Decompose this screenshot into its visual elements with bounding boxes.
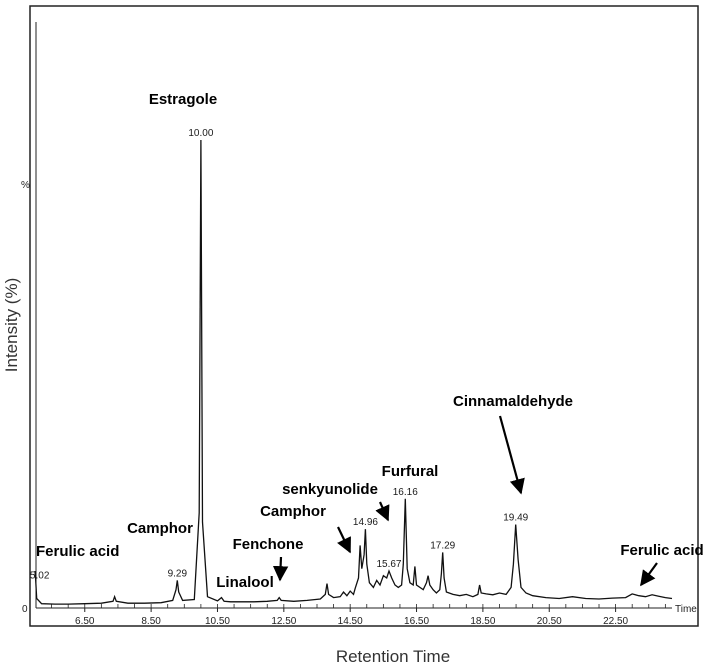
x-tick-label: 12.50 [271,616,296,627]
x-tick-label: 22.50 [603,616,628,627]
x-tick-label: 14.50 [338,616,363,627]
compound-label: Estragole [149,91,217,108]
annotation-arrow [640,562,658,587]
peak-label: 9.29 [168,568,188,579]
peak-label: 5.02 [30,570,50,581]
y-percent-marker: % [21,180,30,191]
peak-labels: 5.02 9.29 10.00 14.96 15.67 16.16 17.29 19.49 [30,128,529,581]
peak-label: 15.67 [376,559,401,570]
x-ticks: 6.50 8.50 10.50 12.50 14.50 16.50 18.50 20.50 22… [51,604,666,627]
peak-label: 10.00 [188,128,213,139]
peak-label: 17.29 [430,540,455,551]
plot-frame [29,5,699,627]
x-tick-label: 6.50 [75,616,95,627]
compound-label: Fenchone [233,536,304,553]
series-line-chromatogram [34,139,673,605]
peak-label: 19.49 [503,512,528,523]
peak-label: 16.16 [393,487,418,498]
x-axis-label: Retention Time [336,647,450,665]
compound-label: Camphor [260,503,326,520]
compound-label: Ferulic acid [36,543,119,560]
compound-label: Camphor [127,520,193,537]
compound-label: senkyunolide [282,481,378,498]
compound-label: Ferulic acid [620,542,703,559]
x-tick-label: 16.50 [404,616,429,627]
annotation-arrow [272,556,289,582]
x-tick-label: 10.50 [205,616,230,627]
compound-label: Cinnamaldehyde [453,393,573,410]
annotation-arrow [337,526,351,554]
y-axis-label: Intensity (%) [2,278,21,372]
annotation-arrow [498,415,525,495]
annotation-arrow [375,501,390,522]
x-tick-label: 20.50 [537,616,562,627]
x-tick-label: 18.50 [470,616,495,627]
compound-label: Furfural [382,463,439,480]
y-zero-label: 0 [22,604,28,615]
compound-label: Linalool [216,574,274,591]
compound-annotations: Estragole Ferulic acid Camphor Linalool Fenc… [36,91,704,591]
x-unit-label: Time [675,604,697,615]
x-tick-label: 8.50 [141,616,161,627]
peak-label: 14.96 [353,517,378,528]
